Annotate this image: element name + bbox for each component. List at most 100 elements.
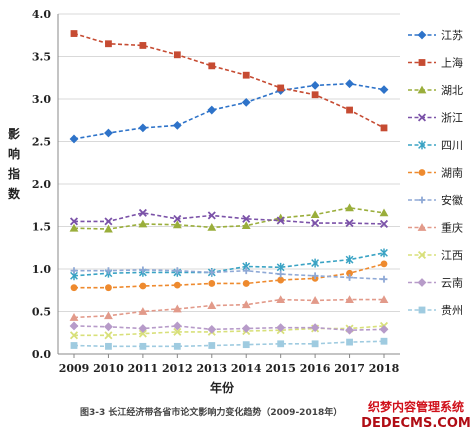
x-tick-label: 2010: [93, 362, 124, 375]
x-axis: 2009 2010 2011 2012 2013 2014 2015 2016 2017 2018: [58, 353, 400, 375]
data-point: [139, 42, 147, 49]
data-point: [208, 62, 216, 70]
legend-item: 贵州: [408, 304, 463, 317]
data-point: [173, 267, 181, 275]
y-tick-label: 3.0: [32, 93, 51, 106]
x-tick-label: 2009: [59, 362, 90, 375]
x-tick-label: 2012: [162, 362, 193, 375]
data-point: [69, 217, 79, 226]
data-point: [379, 295, 389, 303]
data-point: [104, 224, 113, 233]
data-point: [277, 84, 285, 92]
legend-label: 四川: [441, 139, 463, 152]
data-point: [345, 79, 354, 89]
watermark-line2: DEDECMS.COM: [361, 416, 471, 431]
data-point: [311, 219, 320, 228]
legend-label: 安徽: [441, 193, 463, 207]
legend-label: 江苏: [441, 29, 463, 42]
legend-item: 江西: [408, 249, 463, 262]
legend-item: 云南: [408, 277, 463, 290]
y-axis: 0.0 0.5 1.0 1.5 2.0 2.5 3.0 3.5 4.0: [32, 8, 59, 361]
figure-caption: 图3-3 长江经济带各省市论文影响力变化趋势（2009-2018年）: [80, 406, 342, 418]
data-point: [346, 274, 353, 281]
legend-label: 上海: [441, 56, 463, 70]
data-point: [277, 276, 285, 284]
data-point: [242, 267, 250, 275]
data-point: [69, 134, 79, 144]
data-point: [138, 329, 147, 338]
data-point: [241, 98, 251, 107]
y-tick-label: 4.0: [32, 8, 51, 21]
data-point: [104, 331, 113, 340]
data-point: [138, 307, 148, 315]
data-point: [345, 203, 354, 212]
y-tick-label: 2.0: [32, 178, 51, 191]
data-point: [379, 208, 389, 217]
y-axis-title: 影响指数: [8, 126, 21, 201]
data-point: [241, 221, 251, 230]
legend-swatch-marker: [418, 59, 426, 66]
legend-item: 江苏: [408, 29, 463, 42]
data-point: [276, 262, 285, 272]
data-point: [138, 208, 147, 217]
data-point: [277, 340, 285, 348]
data-point: [380, 275, 388, 283]
data-point: [104, 128, 113, 138]
legend-item: 上海: [408, 56, 463, 70]
data-point: [379, 85, 389, 95]
data-point: [346, 269, 353, 277]
series-line: [73, 206, 385, 230]
data-point: [207, 211, 216, 220]
data-point: [242, 71, 250, 79]
data-point: [105, 40, 112, 48]
data-point: [208, 269, 216, 276]
data-point: [242, 214, 251, 223]
data-point: [139, 342, 147, 350]
y-tick-label: 0.0: [32, 348, 51, 361]
data-point: [207, 324, 217, 334]
data-point: [345, 219, 354, 228]
y-tick-label: 1.5: [32, 221, 51, 234]
data-point: [69, 223, 79, 232]
data-point: [172, 120, 182, 130]
data-point: [379, 324, 389, 334]
data-point: [380, 124, 388, 132]
series-10: [69, 321, 389, 335]
x-tick-label: 2018: [369, 362, 400, 375]
data-point: [139, 266, 147, 274]
x-tick-label: 2014: [231, 362, 262, 375]
legend-label: 湖南: [441, 167, 463, 180]
series-4: [69, 208, 389, 228]
data-point: [70, 30, 78, 37]
data-point: [276, 216, 285, 225]
series-8: [69, 295, 389, 321]
data-point: [69, 331, 79, 340]
data-point: [207, 301, 217, 309]
data-point: [104, 322, 113, 332]
data-point: [310, 210, 320, 218]
data-point: [138, 324, 148, 333]
series-11: [70, 337, 388, 350]
data-point: [276, 323, 286, 333]
series-line: [74, 212, 385, 225]
legend-swatch-marker: [418, 169, 426, 176]
legend-item: 浙江: [408, 112, 463, 125]
watermark-line1: 织梦内容管理系统: [368, 399, 464, 414]
legend-swatch-marker: [417, 30, 427, 40]
x-tick-label: 2016: [300, 362, 331, 375]
data-point: [345, 295, 354, 303]
data-point: [70, 342, 78, 349]
y-tick-label: 1.0: [32, 263, 51, 276]
data-point: [242, 341, 250, 349]
data-point: [346, 338, 353, 346]
data-point: [173, 51, 181, 59]
data-point: [138, 219, 148, 228]
legend-swatch-marker: [417, 278, 427, 287]
legend-item: 重庆: [408, 221, 463, 235]
series-line: [73, 32, 385, 129]
legend-swatch-marker: [417, 250, 427, 260]
legend-label: 云南: [441, 277, 463, 290]
data-point: [139, 282, 147, 290]
legend-label: 江西: [441, 249, 463, 262]
